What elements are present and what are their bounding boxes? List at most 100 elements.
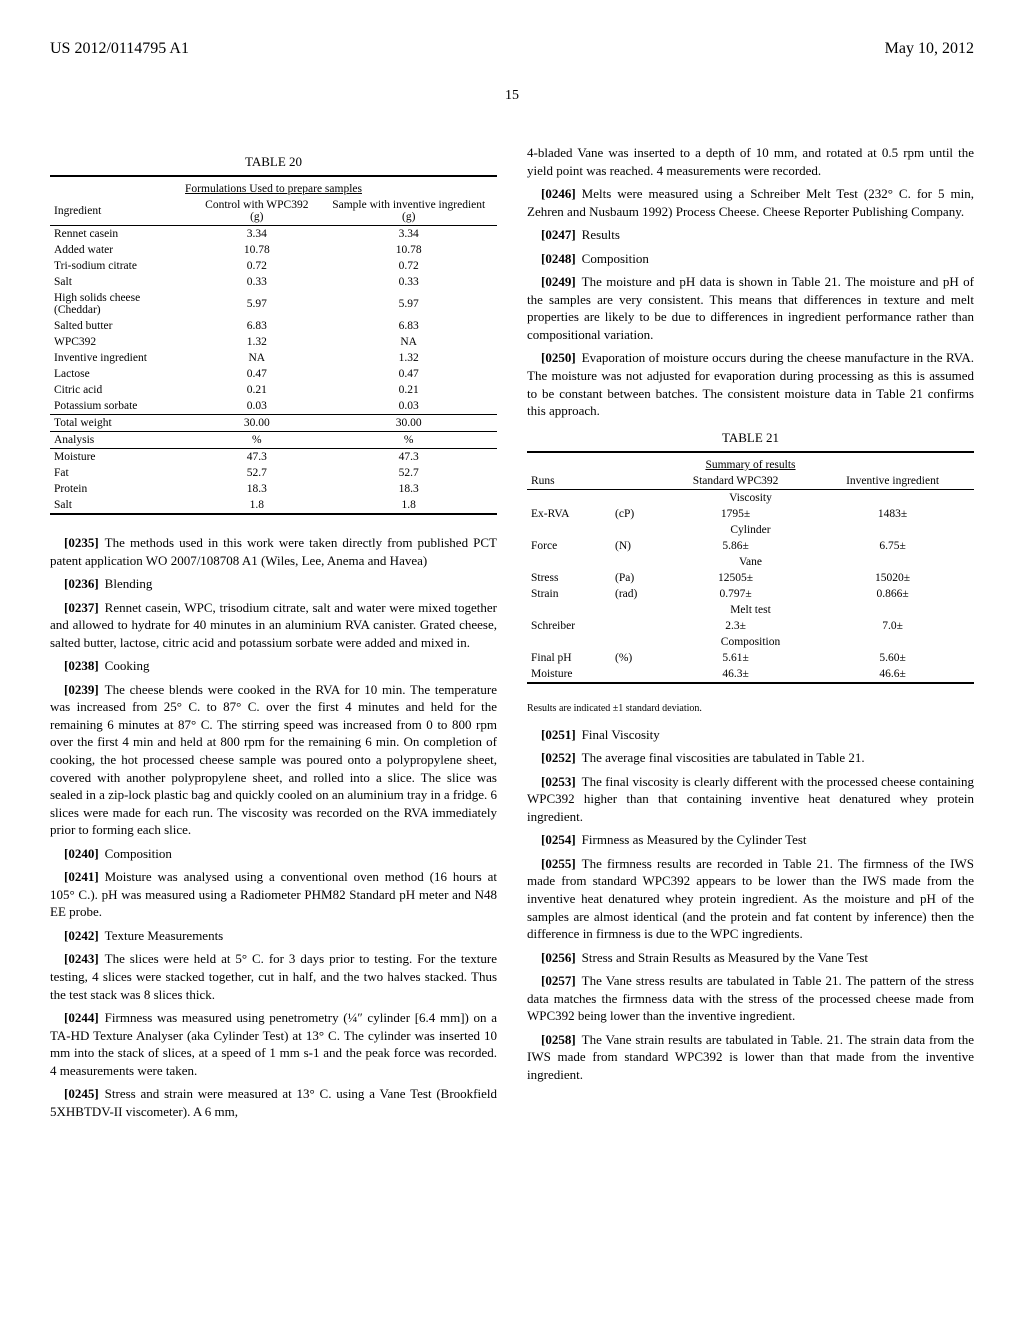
para-number: [0250] — [541, 350, 582, 365]
table-cell: (cP) — [611, 506, 660, 522]
para-number: [0238] — [64, 658, 105, 673]
table-cell — [611, 618, 660, 634]
para-number: [0235] — [64, 535, 105, 550]
para-text: The slices were held at 5° C. for 3 days… — [50, 951, 497, 1001]
table-cell: Salt — [50, 497, 193, 514]
para-number: [0254] — [541, 832, 582, 847]
para-text: Stress and strain were measured at 13° C… — [50, 1086, 497, 1119]
table20-caption: TABLE 20 — [50, 154, 497, 170]
paragraph: [0251]Final Viscosity — [527, 726, 974, 744]
table-cell: 6.83 — [320, 318, 497, 334]
table-cell: 0.33 — [193, 274, 320, 290]
table21-footnote: Results are indicated ±1 standard deviat… — [527, 703, 974, 714]
para-text: The moisture and pH data is shown in Tab… — [527, 274, 974, 342]
t21-h1 — [611, 473, 660, 490]
paragraph: [0237]Rennet casein, WPC, trisodium citr… — [50, 599, 497, 652]
para-number: [0239] — [64, 682, 105, 697]
paragraph: [0255]The firmness results are recorded … — [527, 855, 974, 943]
table21: Summary of results Runs Standard WPC392 … — [527, 451, 974, 688]
table-cell: 3.34 — [193, 226, 320, 243]
table-cell: 46.3± — [660, 666, 811, 683]
para-number: [0253] — [541, 774, 582, 789]
para-number: [0236] — [64, 576, 105, 591]
table-cell: 5.86± — [660, 538, 811, 554]
para-number: [0243] — [64, 951, 105, 966]
paragraph: [0243]The slices were held at 5° C. for … — [50, 950, 497, 1003]
table-cell: 3.34 — [320, 226, 497, 243]
para-text: The cheese blends were cooked in the RVA… — [50, 682, 497, 837]
table-cell: 7.0± — [811, 618, 974, 634]
table-cell: 1.8 — [320, 497, 497, 514]
para-text: Firmness was measured using penetrometry… — [50, 1010, 497, 1078]
paragraph: [0257]The Vane stress results are tabula… — [527, 972, 974, 1025]
table-cell: 5.97 — [320, 290, 497, 318]
table-cell: NA — [193, 350, 320, 366]
table20-subcaption: Formulations Used to prepare samples — [50, 181, 497, 197]
table-cell: 6.83 — [193, 318, 320, 334]
table-cell: Salted butter — [50, 318, 193, 334]
t21-h0: Runs — [527, 473, 611, 490]
table-cell: 0.72 — [320, 258, 497, 274]
para-number: [0246] — [541, 186, 582, 201]
paragraph: [0249]The moisture and pH data is shown … — [527, 273, 974, 343]
t20-analysis-2: % — [320, 432, 497, 449]
table-cell: Citric acid — [50, 382, 193, 398]
paragraph: [0240]Composition — [50, 845, 497, 863]
para-text: The Vane strain results are tabulated in… — [527, 1032, 974, 1082]
table-section-title: Melt test — [527, 602, 974, 618]
table-cell: 52.7 — [320, 465, 497, 481]
left-column: TABLE 20 Formulations Used to prepare sa… — [50, 144, 497, 1126]
para-number: [0244] — [64, 1010, 105, 1025]
table-cell: 0.03 — [193, 398, 320, 415]
para-number: [0252] — [541, 750, 582, 765]
t20-h2: Sample with inventive ingredient (g) — [320, 197, 497, 226]
para-text: Cooking — [105, 658, 150, 673]
table-cell: (Pa) — [611, 570, 660, 586]
t20-total-1: 30.00 — [193, 415, 320, 432]
table-cell: NA — [320, 334, 497, 350]
table-cell: 18.3 — [320, 481, 497, 497]
table-cell: 18.3 — [193, 481, 320, 497]
table-cell: 0.33 — [320, 274, 497, 290]
table-cell: 12505± — [660, 570, 811, 586]
table-cell: Strain — [527, 586, 611, 602]
table-cell: 0.47 — [320, 366, 497, 382]
table-cell: Tri-sodium citrate — [50, 258, 193, 274]
table-cell: 47.3 — [193, 449, 320, 466]
para-text: Composition — [105, 846, 172, 861]
paragraph: [0256]Stress and Strain Results as Measu… — [527, 949, 974, 967]
table-cell: Inventive ingredient — [50, 350, 193, 366]
doc-date: May 10, 2012 — [885, 40, 974, 58]
para-number: [0248] — [541, 251, 582, 266]
para-number: [0255] — [541, 856, 582, 871]
para-text: Rennet casein, WPC, trisodium citrate, s… — [50, 600, 497, 650]
table-cell: 5.61± — [660, 650, 811, 666]
para-number: [0258] — [541, 1032, 582, 1047]
paragraph: [0246]Melts were measured using a Schrei… — [527, 185, 974, 220]
table-cell: 46.6± — [811, 666, 974, 683]
para-text: Blending — [105, 576, 153, 591]
t21-h2: Standard WPC392 — [660, 473, 811, 490]
table-cell: WPC392 — [50, 334, 193, 350]
table-cell: Potassium sorbate — [50, 398, 193, 415]
paragraph: [0253]The final viscosity is clearly dif… — [527, 773, 974, 826]
table-cell: 6.75± — [811, 538, 974, 554]
t20-total-label: Total weight — [50, 415, 193, 432]
paragraph: [0245]Stress and strain were measured at… — [50, 1085, 497, 1120]
t21-h3: Inventive ingredient — [811, 473, 974, 490]
table-cell: (rad) — [611, 586, 660, 602]
para-number: [0256] — [541, 950, 582, 965]
table-cell — [611, 666, 660, 683]
para-number: [0245] — [64, 1086, 105, 1101]
table-cell: 15020± — [811, 570, 974, 586]
table-cell: 1795± — [660, 506, 811, 522]
table-section-title: Viscosity — [527, 489, 974, 506]
table-cell: 5.60± — [811, 650, 974, 666]
table-cell: 0.21 — [193, 382, 320, 398]
table-cell: High solids cheese (Cheddar) — [50, 290, 193, 318]
paragraph: [0250]Evaporation of moisture occurs dur… — [527, 349, 974, 419]
table-cell: 5.97 — [193, 290, 320, 318]
paragraph: [0236]Blending — [50, 575, 497, 593]
para-text: Stress and Strain Results as Measured by… — [582, 950, 868, 965]
table21-subcaption: Summary of results — [527, 457, 974, 473]
